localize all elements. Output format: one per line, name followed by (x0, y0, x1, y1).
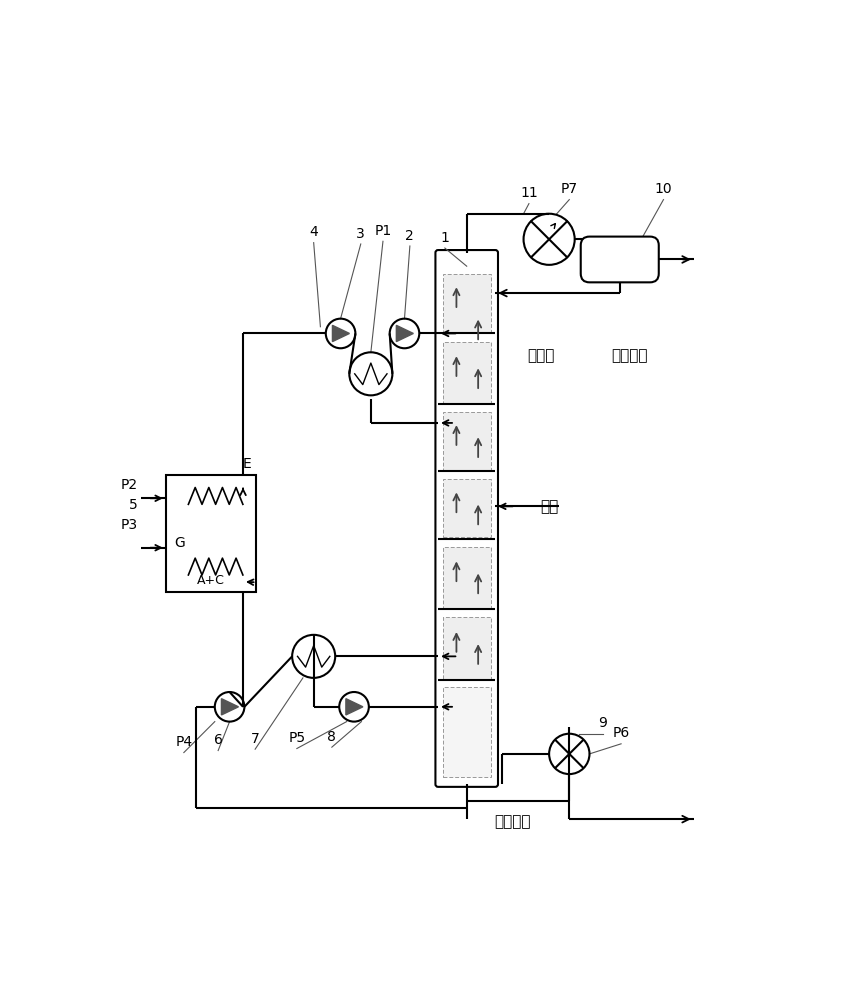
Text: 11: 11 (520, 186, 538, 200)
FancyBboxPatch shape (581, 237, 659, 282)
Text: G: G (174, 536, 185, 550)
Text: P1: P1 (374, 224, 391, 238)
Bar (443, 547, 490, 608)
Text: 塔顶产品: 塔顶产品 (612, 348, 648, 363)
Text: 6: 6 (214, 733, 222, 747)
Text: A+C: A+C (197, 574, 225, 587)
Text: 8: 8 (327, 730, 336, 744)
Bar (443, 687, 490, 777)
Text: P2: P2 (121, 478, 137, 492)
Text: 9: 9 (599, 716, 608, 730)
Polygon shape (332, 325, 350, 342)
Text: 塔底产品: 塔底产品 (494, 814, 530, 829)
Polygon shape (397, 325, 413, 342)
Text: 5: 5 (128, 498, 137, 512)
Text: P5: P5 (288, 731, 306, 745)
Polygon shape (221, 699, 239, 715)
Bar (443, 617, 490, 679)
Text: P6: P6 (613, 726, 629, 740)
Bar (443, 479, 490, 537)
Bar (443, 274, 490, 332)
Polygon shape (345, 699, 363, 715)
Text: P4: P4 (175, 735, 193, 749)
Bar (443, 342, 490, 403)
Bar (443, 412, 490, 470)
Text: P7: P7 (561, 182, 578, 196)
FancyBboxPatch shape (436, 250, 498, 787)
Text: 3: 3 (357, 227, 365, 241)
Text: 进料: 进料 (541, 499, 559, 514)
Bar (166, 475, 257, 592)
Text: E: E (242, 457, 251, 471)
Text: 10: 10 (654, 182, 673, 196)
Text: 7: 7 (251, 732, 260, 746)
Text: 2: 2 (405, 229, 414, 243)
Text: 4: 4 (309, 225, 318, 239)
Text: 1: 1 (440, 231, 450, 245)
Text: 回流液: 回流液 (527, 348, 555, 363)
Text: P3: P3 (121, 518, 137, 532)
